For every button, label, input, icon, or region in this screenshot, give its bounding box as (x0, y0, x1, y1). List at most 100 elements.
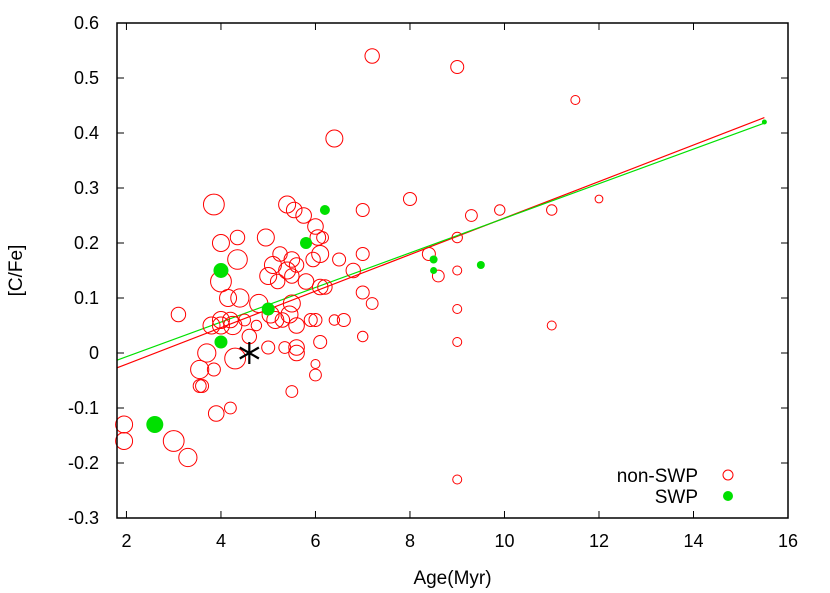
non-swp-point (283, 251, 301, 268)
non-swp-point (345, 262, 361, 279)
swp-point (429, 255, 438, 264)
x-tick-label-1: 4 (216, 531, 226, 551)
y-tick-label-0: -0.3 (68, 508, 99, 528)
non-swp-point (317, 279, 333, 295)
non-swp-point (230, 288, 250, 308)
non-swp-point (364, 48, 380, 64)
non-swp-point (285, 201, 303, 219)
non-swp-point (546, 204, 558, 216)
non-swp-point (224, 347, 247, 370)
non-swp-point (250, 319, 263, 332)
y-tick-label-2: -0.1 (68, 398, 99, 418)
x-tick-label-6: 14 (683, 531, 703, 551)
non-swp-point (266, 311, 285, 329)
non-swp-point (313, 335, 328, 349)
swp-point (146, 416, 164, 433)
non-swp-point (307, 218, 324, 235)
non-swp-point (284, 268, 300, 284)
swp-point (261, 302, 275, 316)
y-tick-label-4: 0.1 (74, 288, 99, 308)
non-swp-point (219, 289, 238, 307)
non-swp-point (162, 430, 185, 452)
swp-point (213, 263, 229, 278)
y-tick-label-7: 0.4 (74, 123, 99, 143)
non-swp-point (325, 129, 344, 148)
non-swp-point (288, 317, 305, 334)
non-swp-point (202, 316, 221, 335)
non-swp-point (355, 285, 370, 300)
non-swp-point (272, 246, 288, 262)
non-swp-point (178, 447, 198, 468)
swp-point (300, 237, 313, 249)
non-swp-point (332, 252, 347, 267)
non-swp-point (309, 368, 322, 382)
non-swp-point (305, 251, 321, 268)
non-swp-point (355, 203, 370, 217)
non-swp-point (452, 304, 463, 314)
data-points (115, 48, 767, 485)
non-swp-point (452, 337, 463, 347)
legend: non-SWP SWP (617, 466, 734, 508)
non-swp-point (269, 273, 286, 290)
plot-frame (116, 22, 789, 519)
non-swp-point (288, 257, 305, 273)
non-swp-point (207, 405, 225, 422)
y-tick-label-3: 0 (89, 343, 99, 363)
non-swp-point (238, 313, 251, 327)
non-swp-point (115, 432, 134, 450)
non-swp-point (206, 362, 221, 377)
non-swp-point (256, 228, 275, 247)
non-swp-point (259, 267, 278, 285)
non-swp-point (311, 278, 329, 296)
x-tick-label-3: 8 (405, 531, 415, 551)
non-swp-point (316, 231, 329, 244)
sun-marker (239, 342, 260, 364)
non-swp-point (229, 229, 246, 246)
non-swp-point (202, 193, 225, 216)
non-swp-point (288, 344, 305, 362)
y-tick-label-6: 0.3 (74, 178, 99, 198)
non-swp-point (402, 192, 417, 206)
x-axis-label: Age(Myr) (413, 568, 491, 589)
non-swp-point (336, 313, 351, 327)
non-swp-point (357, 330, 369, 343)
y-axis-label: [C/Fe] (6, 245, 27, 297)
swp-point (476, 261, 485, 269)
non-swp-point (211, 316, 230, 335)
non-swp-point (310, 359, 321, 369)
non-swp-point (594, 194, 604, 204)
x-tick-label-2: 6 (310, 531, 320, 551)
x-tick-label-0: 2 (121, 531, 131, 551)
non-swp-point (311, 245, 330, 263)
non-swp-point (431, 269, 445, 283)
legend-marker-non-swp (722, 469, 734, 481)
non-swp-point (546, 320, 557, 331)
sun-asterisk-stroke (239, 346, 260, 360)
swp-point (761, 119, 767, 125)
non-swp-point (261, 340, 276, 355)
axis-ticks: 2 4 6 8 10 12 14 16 -0.3 -0.2 -0.1 0 0.1 0.2 0.3 0.4 0.5… (68, 13, 798, 551)
legend-label-swp: SWP (655, 487, 698, 508)
non-swp-point (452, 265, 463, 276)
non-swp-point (295, 207, 312, 224)
non-swp-point (278, 261, 297, 280)
non-swp-point (309, 229, 327, 246)
y-tick-label-9: 0.6 (74, 13, 99, 33)
non-swp-point (452, 474, 463, 485)
non-swp-point (195, 379, 210, 393)
non-swp-point (465, 209, 478, 222)
x-tick-label-4: 10 (494, 531, 514, 551)
non-swp-point (190, 359, 210, 380)
non-swp-point (274, 312, 291, 328)
swp-point (319, 205, 330, 215)
non-swp-point (282, 294, 301, 313)
non-swp-point (355, 247, 370, 261)
non-swp-point (224, 401, 237, 415)
y-tick-label-5: 0.2 (74, 233, 99, 253)
non-swp-point (451, 231, 463, 244)
non-swp-point (303, 313, 318, 327)
y-tick-label-1: -0.2 (68, 453, 99, 473)
